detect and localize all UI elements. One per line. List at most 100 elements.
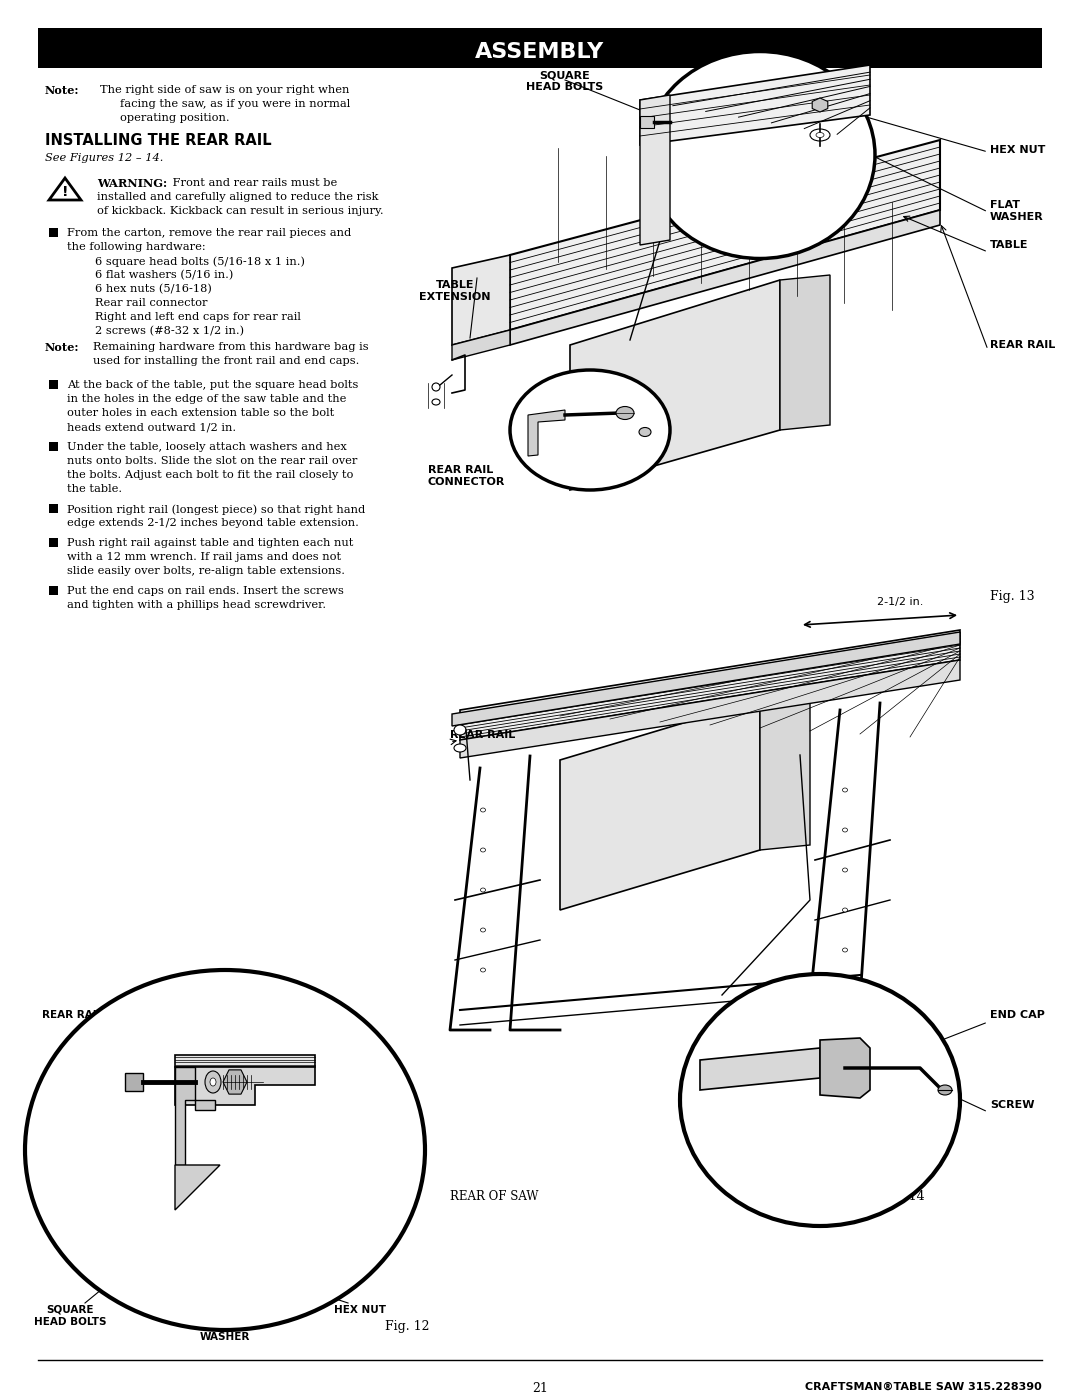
Text: nuts onto bolts. Slide the slot on the rear rail over: nuts onto bolts. Slide the slot on the r… <box>67 455 357 467</box>
Polygon shape <box>570 279 780 490</box>
Text: and tighten with a phillips head screwdriver.: and tighten with a phillips head screwdr… <box>67 599 326 610</box>
Ellipse shape <box>939 1085 951 1095</box>
Ellipse shape <box>481 807 486 812</box>
Text: Put the end caps on rail ends. Insert the screws: Put the end caps on rail ends. Insert th… <box>67 585 343 597</box>
Text: edge extends 2-1/2 inches beyond table extension.: edge extends 2-1/2 inches beyond table e… <box>67 518 359 528</box>
Text: Note:: Note: <box>45 342 80 353</box>
Polygon shape <box>175 1067 315 1105</box>
Polygon shape <box>780 275 831 430</box>
Ellipse shape <box>810 129 831 141</box>
Text: REAR RAIL: REAR RAIL <box>450 731 515 740</box>
Ellipse shape <box>842 908 848 912</box>
Polygon shape <box>222 1070 247 1094</box>
Ellipse shape <box>616 407 634 419</box>
Ellipse shape <box>25 970 426 1330</box>
Bar <box>49 441 57 450</box>
Polygon shape <box>510 140 940 330</box>
Text: Fig. 14: Fig. 14 <box>880 1190 924 1203</box>
Text: Fig. 13: Fig. 13 <box>990 590 1035 604</box>
Text: Position right rail (longest piece) so that right hand: Position right rail (longest piece) so t… <box>67 504 365 514</box>
Text: See Figures 12 – 14.: See Figures 12 – 14. <box>45 154 163 163</box>
Ellipse shape <box>510 370 670 490</box>
Text: HEX NUT: HEX NUT <box>334 1305 386 1315</box>
Text: HEX NUT: HEX NUT <box>990 145 1045 155</box>
Bar <box>49 585 57 595</box>
Text: REAR RAIL: REAR RAIL <box>990 339 1055 351</box>
Ellipse shape <box>210 1078 216 1085</box>
Text: outer holes in each extension table so the bolt: outer holes in each extension table so t… <box>67 408 334 418</box>
Text: REAR RAIL: REAR RAIL <box>42 1010 104 1020</box>
Bar <box>38 28 1042 68</box>
Text: 2 screws (#8-32 x 1/2 in.): 2 screws (#8-32 x 1/2 in.) <box>95 326 244 337</box>
Text: TABLE
EXTENSION: TABLE EXTENSION <box>261 990 328 1011</box>
Polygon shape <box>460 659 960 759</box>
Text: Remaining hardware from this hardware bag is: Remaining hardware from this hardware ba… <box>93 342 368 352</box>
Polygon shape <box>510 210 940 345</box>
Bar <box>125 1073 143 1091</box>
Polygon shape <box>175 1165 220 1210</box>
Ellipse shape <box>481 848 486 852</box>
Text: FLAT
WASHER: FLAT WASHER <box>200 1320 251 1341</box>
Text: INSTALLING THE REAR RAIL: INSTALLING THE REAR RAIL <box>45 133 272 148</box>
Polygon shape <box>640 66 870 145</box>
Ellipse shape <box>481 888 486 893</box>
Ellipse shape <box>680 974 960 1227</box>
Text: 2-1/2 in.: 2-1/2 in. <box>877 597 923 608</box>
Text: facing the saw, as if you were in normal: facing the saw, as if you were in normal <box>120 99 350 109</box>
Text: TABLE: TABLE <box>990 240 1028 250</box>
Text: At the back of the table, put the square head bolts: At the back of the table, put the square… <box>67 380 359 390</box>
Polygon shape <box>760 694 810 849</box>
Text: the bolts. Adjust each bolt to fit the rail closely to: the bolts. Adjust each bolt to fit the r… <box>67 469 353 481</box>
Text: ASSEMBLY: ASSEMBLY <box>475 42 605 61</box>
Ellipse shape <box>639 427 651 436</box>
Text: Front and rear rails must be: Front and rear rails must be <box>168 177 337 189</box>
Text: SQUARE
HEAD BOLTS: SQUARE HEAD BOLTS <box>526 70 604 92</box>
Polygon shape <box>561 700 760 909</box>
Text: WARNING:: WARNING: <box>97 177 167 189</box>
Text: Note:: Note: <box>45 85 80 96</box>
Polygon shape <box>453 631 960 726</box>
Ellipse shape <box>816 133 824 137</box>
Text: installed and carefully aligned to reduce the risk: installed and carefully aligned to reduc… <box>97 191 378 203</box>
Text: !: ! <box>62 184 68 198</box>
Text: slide easily over bolts, re-align table extensions.: slide easily over bolts, re-align table … <box>67 566 345 576</box>
Polygon shape <box>700 1048 820 1090</box>
Bar <box>49 503 57 513</box>
Text: 6 flat washers (5/16 in.): 6 flat washers (5/16 in.) <box>95 270 233 281</box>
Text: Rear rail connector: Rear rail connector <box>95 298 207 307</box>
Ellipse shape <box>205 1071 221 1092</box>
Polygon shape <box>175 1055 315 1067</box>
Text: CRAFTSMAN®TABLE SAW 315.228390: CRAFTSMAN®TABLE SAW 315.228390 <box>806 1382 1042 1391</box>
Text: SLOT: SLOT <box>156 1000 185 1010</box>
Text: REAR OF SAW: REAR OF SAW <box>450 1190 539 1203</box>
Text: 21: 21 <box>532 1382 548 1396</box>
Text: the following hardware:: the following hardware: <box>67 242 205 251</box>
Text: From the carton, remove the rear rail pieces and: From the carton, remove the rear rail pi… <box>67 228 351 237</box>
Ellipse shape <box>842 788 848 792</box>
Polygon shape <box>528 409 565 455</box>
Text: used for installing the front rail and end caps.: used for installing the front rail and e… <box>93 356 360 366</box>
Ellipse shape <box>432 383 440 391</box>
Ellipse shape <box>842 828 848 833</box>
Text: of kickback. Kickback can result in serious injury.: of kickback. Kickback can result in seri… <box>97 205 383 217</box>
Text: 6 hex nuts (5/16-18): 6 hex nuts (5/16-18) <box>95 284 212 295</box>
Bar <box>49 380 57 388</box>
Text: SQUARE
HEAD BOLTS: SQUARE HEAD BOLTS <box>33 1305 106 1327</box>
Text: Fig. 12: Fig. 12 <box>384 1320 430 1333</box>
Text: END CAP: END CAP <box>990 1010 1044 1020</box>
Text: REAR RAIL
CONNECTOR: REAR RAIL CONNECTOR <box>428 465 505 486</box>
Polygon shape <box>812 98 827 112</box>
Ellipse shape <box>645 52 875 258</box>
Text: SCREW: SCREW <box>990 1099 1035 1111</box>
Text: TABLE
EXTENSION: TABLE EXTENSION <box>419 279 490 302</box>
Ellipse shape <box>432 400 440 405</box>
Polygon shape <box>175 1067 215 1165</box>
Text: 6 square head bolts (5/16-18 x 1 in.): 6 square head bolts (5/16-18 x 1 in.) <box>95 256 305 267</box>
Text: The right side of saw is on your right when: The right side of saw is on your right w… <box>100 85 349 95</box>
Text: the table.: the table. <box>67 483 122 495</box>
Polygon shape <box>453 256 510 345</box>
Ellipse shape <box>842 949 848 951</box>
Bar <box>640 116 654 129</box>
Polygon shape <box>640 95 670 244</box>
Text: Right and left end caps for rear rail: Right and left end caps for rear rail <box>95 312 301 321</box>
